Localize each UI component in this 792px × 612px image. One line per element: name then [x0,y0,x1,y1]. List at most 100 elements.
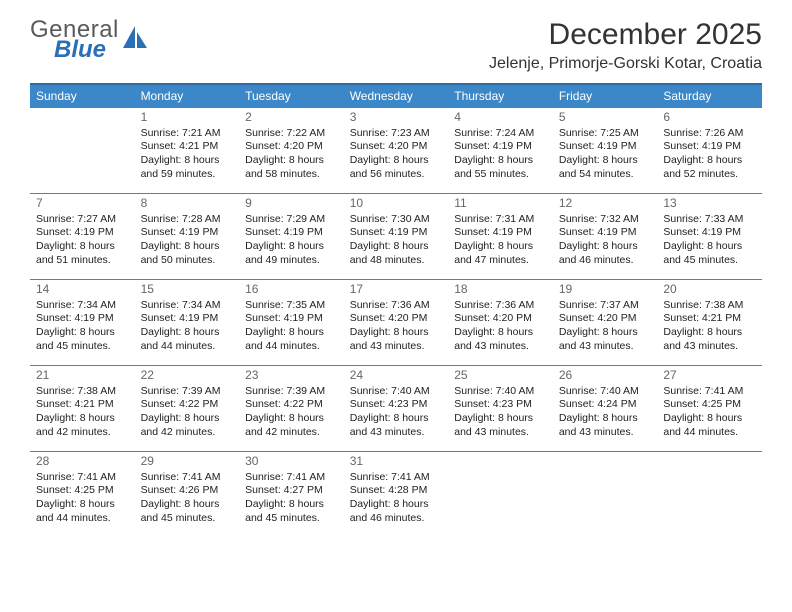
calendar-day-cell: 20Sunrise: 7:38 AMSunset: 4:21 PMDayligh… [657,280,762,366]
calendar-week-row: 28Sunrise: 7:41 AMSunset: 4:25 PMDayligh… [30,452,762,538]
calendar-day-cell: 9Sunrise: 7:29 AMSunset: 4:19 PMDaylight… [239,194,344,280]
sunrise-text: Sunrise: 7:37 AM [559,299,652,313]
daylight-text: Daylight: 8 hours and 42 minutes. [36,412,129,439]
calendar-day-cell: 17Sunrise: 7:36 AMSunset: 4:20 PMDayligh… [344,280,449,366]
daylight-text: Daylight: 8 hours and 44 minutes. [245,326,338,353]
calendar-day-cell: 7Sunrise: 7:27 AMSunset: 4:19 PMDaylight… [30,194,135,280]
weekday-header: Thursday [448,84,553,108]
sunset-text: Sunset: 4:22 PM [245,398,338,412]
day-number: 2 [245,110,338,126]
calendar-week-row: 1Sunrise: 7:21 AMSunset: 4:21 PMDaylight… [30,108,762,194]
weekday-header: Sunday [30,84,135,108]
sunset-text: Sunset: 4:23 PM [454,398,547,412]
sunset-text: Sunset: 4:20 PM [559,312,652,326]
daylight-text: Daylight: 8 hours and 43 minutes. [454,412,547,439]
daylight-text: Daylight: 8 hours and 43 minutes. [559,412,652,439]
calendar-day-cell: 30Sunrise: 7:41 AMSunset: 4:27 PMDayligh… [239,452,344,538]
calendar-empty-cell [553,452,658,538]
day-number: 16 [245,282,338,298]
calendar-day-cell: 2Sunrise: 7:22 AMSunset: 4:20 PMDaylight… [239,108,344,194]
brand-logo: General Blue [30,18,149,62]
sunrise-text: Sunrise: 7:40 AM [454,385,547,399]
daylight-text: Daylight: 8 hours and 42 minutes. [245,412,338,439]
sunset-text: Sunset: 4:23 PM [350,398,443,412]
sunset-text: Sunset: 4:28 PM [350,484,443,498]
day-number: 9 [245,196,338,212]
sunset-text: Sunset: 4:25 PM [36,484,129,498]
sunset-text: Sunset: 4:21 PM [36,398,129,412]
daylight-text: Daylight: 8 hours and 51 minutes. [36,240,129,267]
calendar-day-cell: 29Sunrise: 7:41 AMSunset: 4:26 PMDayligh… [135,452,240,538]
day-number: 27 [663,368,756,384]
day-number: 21 [36,368,129,384]
sunset-text: Sunset: 4:21 PM [663,312,756,326]
sunset-text: Sunset: 4:24 PM [559,398,652,412]
day-number: 25 [454,368,547,384]
daylight-text: Daylight: 8 hours and 45 minutes. [245,498,338,525]
sunset-text: Sunset: 4:20 PM [245,140,338,154]
sunrise-text: Sunrise: 7:40 AM [559,385,652,399]
day-number: 28 [36,454,129,470]
sunset-text: Sunset: 4:19 PM [245,226,338,240]
sunrise-text: Sunrise: 7:41 AM [663,385,756,399]
daylight-text: Daylight: 8 hours and 43 minutes. [559,326,652,353]
daylight-text: Daylight: 8 hours and 45 minutes. [141,498,234,525]
sunset-text: Sunset: 4:19 PM [350,226,443,240]
day-number: 13 [663,196,756,212]
calendar-day-cell: 22Sunrise: 7:39 AMSunset: 4:22 PMDayligh… [135,366,240,452]
sunrise-text: Sunrise: 7:36 AM [454,299,547,313]
calendar-empty-cell [657,452,762,538]
daylight-text: Daylight: 8 hours and 47 minutes. [454,240,547,267]
daylight-text: Daylight: 8 hours and 46 minutes. [559,240,652,267]
daylight-text: Daylight: 8 hours and 44 minutes. [36,498,129,525]
sunrise-text: Sunrise: 7:29 AM [245,213,338,227]
calendar-day-cell: 11Sunrise: 7:31 AMSunset: 4:19 PMDayligh… [448,194,553,280]
sunset-text: Sunset: 4:19 PM [36,226,129,240]
day-number: 10 [350,196,443,212]
brand-sail-icon [123,26,149,55]
daylight-text: Daylight: 8 hours and 50 minutes. [141,240,234,267]
daylight-text: Daylight: 8 hours and 59 minutes. [141,154,234,181]
sunrise-text: Sunrise: 7:40 AM [350,385,443,399]
daylight-text: Daylight: 8 hours and 58 minutes. [245,154,338,181]
day-number: 22 [141,368,234,384]
daylight-text: Daylight: 8 hours and 43 minutes. [454,326,547,353]
sunrise-text: Sunrise: 7:23 AM [350,127,443,141]
day-number: 1 [141,110,234,126]
sunrise-text: Sunrise: 7:30 AM [350,213,443,227]
calendar-day-cell: 27Sunrise: 7:41 AMSunset: 4:25 PMDayligh… [657,366,762,452]
day-number: 17 [350,282,443,298]
sunrise-text: Sunrise: 7:21 AM [141,127,234,141]
calendar-empty-cell [448,452,553,538]
day-number: 24 [350,368,443,384]
sunrise-text: Sunrise: 7:34 AM [141,299,234,313]
daylight-text: Daylight: 8 hours and 43 minutes. [350,326,443,353]
brand-line2: Blue [54,38,119,62]
weekday-header: Wednesday [344,84,449,108]
day-number: 31 [350,454,443,470]
sunset-text: Sunset: 4:19 PM [559,140,652,154]
sunrise-text: Sunrise: 7:27 AM [36,213,129,227]
daylight-text: Daylight: 8 hours and 48 minutes. [350,240,443,267]
day-number: 15 [141,282,234,298]
sunset-text: Sunset: 4:19 PM [36,312,129,326]
sunrise-text: Sunrise: 7:41 AM [36,471,129,485]
page-header: General Blue December 2025 Jelenje, Prim… [30,18,762,73]
day-number: 18 [454,282,547,298]
sunset-text: Sunset: 4:19 PM [454,226,547,240]
calendar-day-cell: 13Sunrise: 7:33 AMSunset: 4:19 PMDayligh… [657,194,762,280]
weekday-header: Saturday [657,84,762,108]
calendar-day-cell: 21Sunrise: 7:38 AMSunset: 4:21 PMDayligh… [30,366,135,452]
calendar-week-row: 14Sunrise: 7:34 AMSunset: 4:19 PMDayligh… [30,280,762,366]
calendar-table: SundayMondayTuesdayWednesdayThursdayFrid… [30,83,762,538]
weekday-header: Tuesday [239,84,344,108]
sunset-text: Sunset: 4:21 PM [141,140,234,154]
daylight-text: Daylight: 8 hours and 44 minutes. [141,326,234,353]
sunset-text: Sunset: 4:19 PM [454,140,547,154]
sunrise-text: Sunrise: 7:25 AM [559,127,652,141]
calendar-day-cell: 26Sunrise: 7:40 AMSunset: 4:24 PMDayligh… [553,366,658,452]
daylight-text: Daylight: 8 hours and 42 minutes. [141,412,234,439]
calendar-day-cell: 1Sunrise: 7:21 AMSunset: 4:21 PMDaylight… [135,108,240,194]
sunrise-text: Sunrise: 7:28 AM [141,213,234,227]
daylight-text: Daylight: 8 hours and 56 minutes. [350,154,443,181]
